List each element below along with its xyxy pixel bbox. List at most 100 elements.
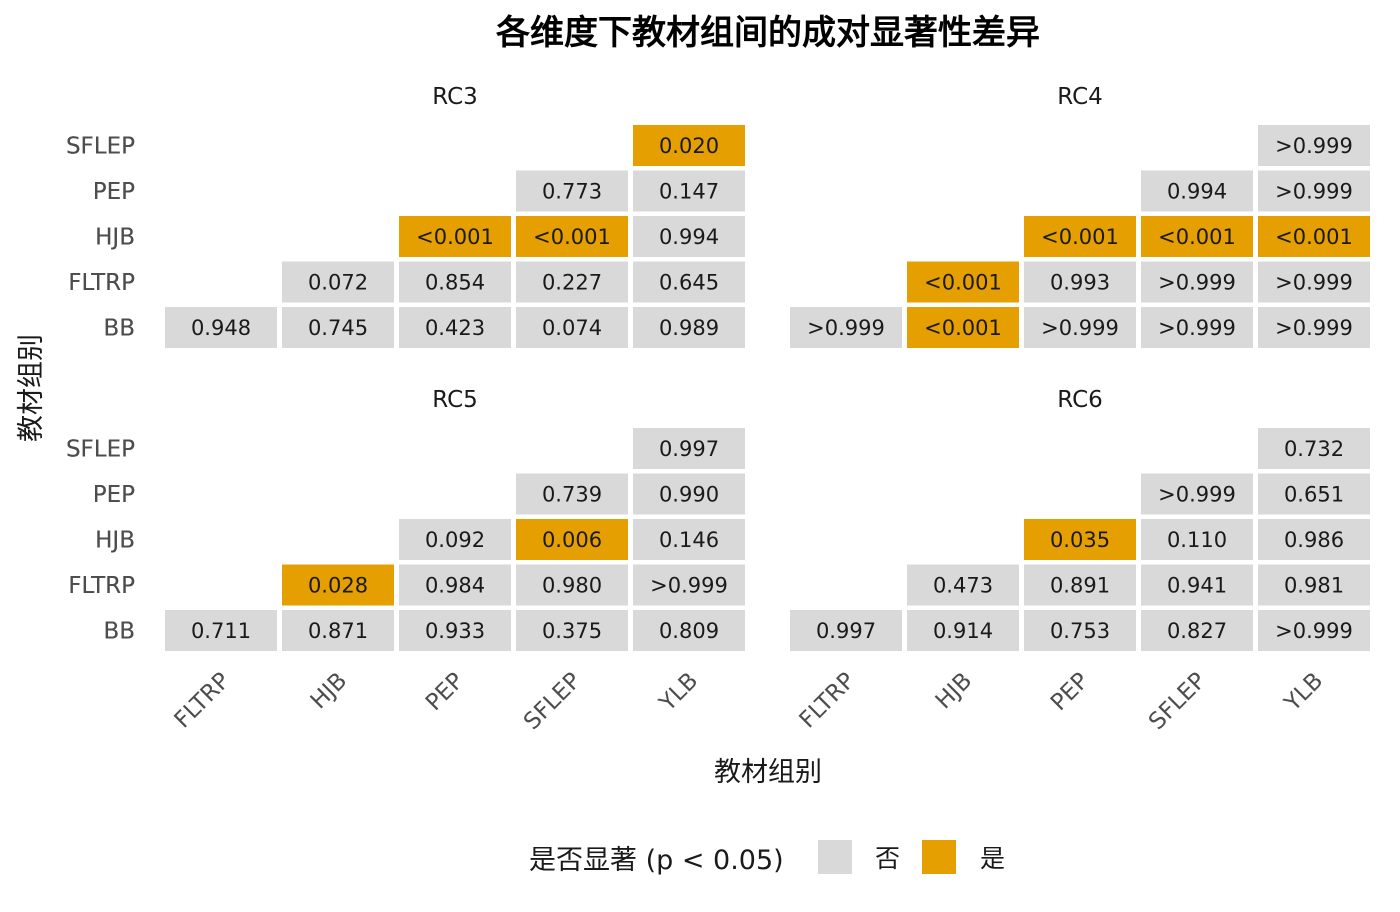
cell-value-label: 0.375 — [542, 619, 602, 643]
cell-value-label: >0.999 — [1158, 271, 1236, 295]
heatmap-cell — [1141, 610, 1253, 651]
heatmap-cell — [1258, 519, 1370, 560]
heatmap-cell — [1024, 216, 1136, 257]
cell-value-label: >0.999 — [1275, 271, 1353, 295]
heatmap-cell — [399, 307, 511, 348]
heatmap-cell — [1141, 473, 1253, 515]
x-tick-label: SFLEP — [519, 668, 586, 735]
heatmap-cell — [399, 519, 511, 560]
heatmap-cell — [399, 564, 511, 606]
facet-panels: RC3 BB FLTRP HJB PEP SFLEP 0.948 0.745 0.423 0.07… — [66, 84, 1370, 735]
heatmap-cell — [1141, 307, 1253, 348]
cell-value-label: 0.948 — [191, 316, 251, 340]
heatmap-cell — [1141, 170, 1253, 212]
x-axis-label: 教材组别 — [714, 757, 822, 788]
cell-value-label: >0.999 — [1275, 316, 1353, 340]
cell-value-label: 0.914 — [933, 619, 993, 643]
cell-value-label: 0.854 — [425, 271, 485, 295]
heatmap-cell — [399, 261, 511, 303]
cell-value-label: 0.745 — [308, 316, 368, 340]
cell-value-label: 0.035 — [1050, 528, 1110, 552]
legend-label-no: 否 — [875, 844, 900, 873]
cell-value-label: <0.001 — [1158, 225, 1236, 249]
heatmap-cell — [1024, 307, 1136, 348]
chart-title: 各维度下教材组间的成对显著性差异 — [496, 13, 1040, 53]
facet-panel-rc5: RC5 BB FLTRP HJB PEP SFLEP 0.711 0.871 0.933 0.37… — [66, 387, 745, 735]
x-tick-label: YLB — [654, 668, 703, 717]
cell-value-label: >0.999 — [650, 574, 728, 598]
heatmap-cell — [516, 307, 628, 348]
y-tick-label: BB — [103, 316, 135, 342]
x-tick-label: YLB — [1279, 668, 1328, 717]
heatmap-cell — [516, 564, 628, 606]
heatmap-cell — [633, 170, 745, 212]
heatmap-cell — [282, 261, 394, 303]
cell-value-label: >0.999 — [807, 316, 885, 340]
facet-panel-rc6: RC6 BB FLTRP HJB PEP SFLEP 0.997 0.914 0.753 0.82… — [66, 387, 1370, 735]
cell-value-label: 0.072 — [308, 271, 368, 295]
heatmap-cell — [1258, 428, 1370, 469]
cell-value-label: 0.933 — [425, 619, 485, 643]
x-tick-label: FLTRP — [170, 668, 236, 734]
cell-value-label: 0.146 — [659, 528, 719, 552]
y-tick-label: SFLEP — [66, 134, 135, 160]
y-tick-label: HJB — [95, 225, 135, 251]
cell-value-label: 0.147 — [659, 180, 719, 204]
heatmap-cell — [1141, 519, 1253, 560]
y-tick-label: PEP — [93, 179, 135, 205]
heatmap-cell — [516, 473, 628, 515]
heatmap-cell — [1024, 261, 1136, 303]
heatmap-cell — [1024, 519, 1136, 560]
facet-label: RC6 — [1057, 387, 1103, 413]
cell-value-label: >0.999 — [1158, 483, 1236, 507]
x-tick-label: PEP — [421, 668, 469, 716]
y-tick-label: BB — [103, 316, 135, 342]
facet-label: RC4 — [1057, 84, 1103, 110]
cell-value-label: 0.827 — [1167, 619, 1227, 643]
heatmap-cell — [1141, 216, 1253, 257]
heatmap-cell — [1024, 564, 1136, 606]
cell-value-label: <0.001 — [924, 271, 1002, 295]
y-tick-label: BB — [103, 619, 135, 645]
heatmap-cell — [907, 261, 1019, 303]
heatmap-cell — [282, 610, 394, 651]
facet-panel-rc3: RC3 BB FLTRP HJB PEP SFLEP 0.948 0.745 0.423 0.07… — [66, 84, 745, 348]
y-tick-label: HJB — [95, 528, 135, 554]
cell-value-label: 0.423 — [425, 316, 485, 340]
heatmap-cell — [1258, 261, 1370, 303]
heatmap-cell — [633, 216, 745, 257]
heatmap-cell — [633, 610, 745, 651]
heatmap-cell — [633, 473, 745, 515]
heatmap-cell — [633, 307, 745, 348]
cell-value-label: 0.020 — [659, 134, 719, 158]
x-tick-label: HJB — [931, 668, 978, 715]
legend-swatch-no — [818, 840, 852, 874]
heatmap-cell — [516, 170, 628, 212]
cell-value-label: 0.994 — [1167, 180, 1227, 204]
cell-value-label: 0.980 — [542, 574, 602, 598]
heatmap-cell — [1258, 564, 1370, 606]
heatmap-cell — [907, 307, 1019, 348]
cell-value-label: >0.999 — [1275, 180, 1353, 204]
cell-value-label: <0.001 — [533, 225, 611, 249]
heatmap-cell — [1258, 610, 1370, 651]
heatmap-cell — [399, 610, 511, 651]
cell-value-label: 0.891 — [1050, 574, 1110, 598]
heatmap-cell — [516, 261, 628, 303]
heatmap-cell — [1024, 610, 1136, 651]
y-tick-label: HJB — [95, 528, 135, 554]
facet-label: RC5 — [432, 387, 478, 413]
y-tick-label: FLTRP — [68, 270, 135, 296]
y-tick-label: FLTRP — [68, 270, 135, 296]
cell-value-label: 0.227 — [542, 271, 602, 295]
heatmap-cell — [907, 610, 1019, 651]
cell-value-label: 0.941 — [1167, 574, 1227, 598]
cell-value-label: >0.999 — [1041, 316, 1119, 340]
cell-value-label: 0.028 — [308, 574, 368, 598]
cell-value-label: 0.990 — [659, 483, 719, 507]
heatmap-cell — [1141, 261, 1253, 303]
cell-value-label: <0.001 — [1041, 225, 1119, 249]
heatmap-cell — [282, 307, 394, 348]
heatmap-cell — [516, 610, 628, 651]
